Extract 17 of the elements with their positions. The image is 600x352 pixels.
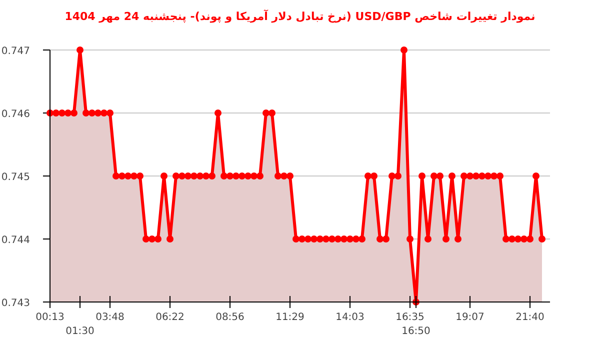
x-tick-label: 16:50 [402, 326, 430, 337]
x-tick-label: 08:56 [216, 312, 244, 323]
y-tick-label: 0.744 [1, 235, 30, 246]
y-tick-label: 0.746 [1, 109, 30, 120]
x-tick-label: 19:07 [456, 312, 484, 323]
chart-title: نمودار تغییرات شاخص USD/GBP (نرخ تبادل دلار آمریکا و پوند)- پنجشنبه 24 مهر 1404 [64, 9, 536, 23]
x-tick-label: 03:48 [96, 312, 124, 323]
x-tick-label: 06:22 [156, 312, 184, 323]
x-tick-label: 21:40 [516, 312, 544, 323]
y-tick-label: 0.743 [1, 298, 30, 309]
y-tick-label: 0.745 [1, 172, 30, 183]
x-tick-label: 14:03 [336, 312, 364, 323]
x-tick-label: 00:13 [36, 312, 64, 323]
y-tick-label: 0.747 [1, 46, 30, 57]
x-tick-label: 11:29 [276, 312, 304, 323]
x-tick-label: 16:35 [396, 312, 424, 323]
x-tick-label: 01:30 [66, 326, 94, 337]
